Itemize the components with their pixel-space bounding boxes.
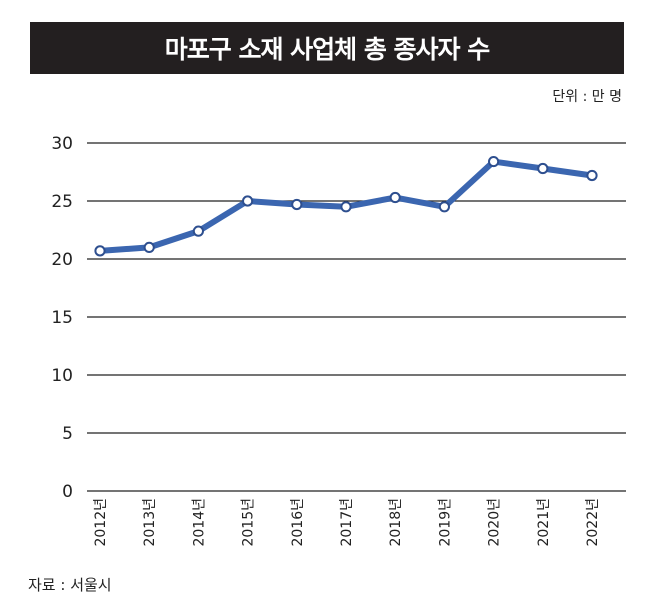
- data-point: [488, 155, 500, 168]
- data-point: [143, 241, 155, 253]
- series-layer: [94, 155, 598, 257]
- source-label: 자료 : 서울시: [28, 576, 112, 594]
- data-point: [586, 169, 598, 182]
- x-tick-label: 2018년: [388, 498, 404, 547]
- data-point: [438, 201, 450, 213]
- x-axis-ticks: 2012년 2013년 2014년 2015년 2016년 2017년 2018년 2019년…: [93, 498, 601, 547]
- unit-label: 단위 : 만 명: [552, 89, 622, 105]
- x-tick-label: 2015년: [241, 498, 257, 547]
- y-tick-label: 25: [51, 192, 73, 212]
- y-tick-label: 30: [51, 134, 73, 154]
- y-tick-label: 15: [51, 308, 73, 328]
- data-point: [192, 225, 204, 237]
- x-tick-label: 2019년: [437, 498, 453, 547]
- chart-title: 마포구 소재 사업체 총 종사자 수: [164, 35, 491, 64]
- y-tick-label: 20: [51, 250, 73, 270]
- x-tick-label: 2020년: [487, 498, 503, 547]
- data-point: [340, 201, 352, 213]
- data-point: [389, 191, 401, 204]
- data-point: [94, 245, 106, 257]
- data-point: [291, 198, 303, 211]
- x-tick-label: 2012년: [93, 498, 109, 547]
- y-tick-label: 10: [51, 366, 73, 386]
- data-point: [537, 162, 549, 175]
- y-tick-label: 0: [62, 482, 73, 502]
- x-tick-label: 2016년: [290, 498, 306, 547]
- y-tick-label: 5: [62, 424, 73, 444]
- x-tick-label: 2017년: [339, 498, 355, 547]
- x-tick-label: 2014년: [191, 498, 207, 547]
- grid-layer: [87, 142, 626, 492]
- y-axis-ticks: 0 5 10 15 20 25 30: [51, 134, 73, 502]
- x-tick-label: 2021년: [536, 498, 552, 547]
- x-tick-label: 2022년: [585, 498, 601, 547]
- x-tick-label: 2013년: [142, 498, 158, 547]
- data-point: [242, 195, 254, 207]
- title-bar: 마포구 소재 사업체 총 종사자 수: [30, 22, 624, 74]
